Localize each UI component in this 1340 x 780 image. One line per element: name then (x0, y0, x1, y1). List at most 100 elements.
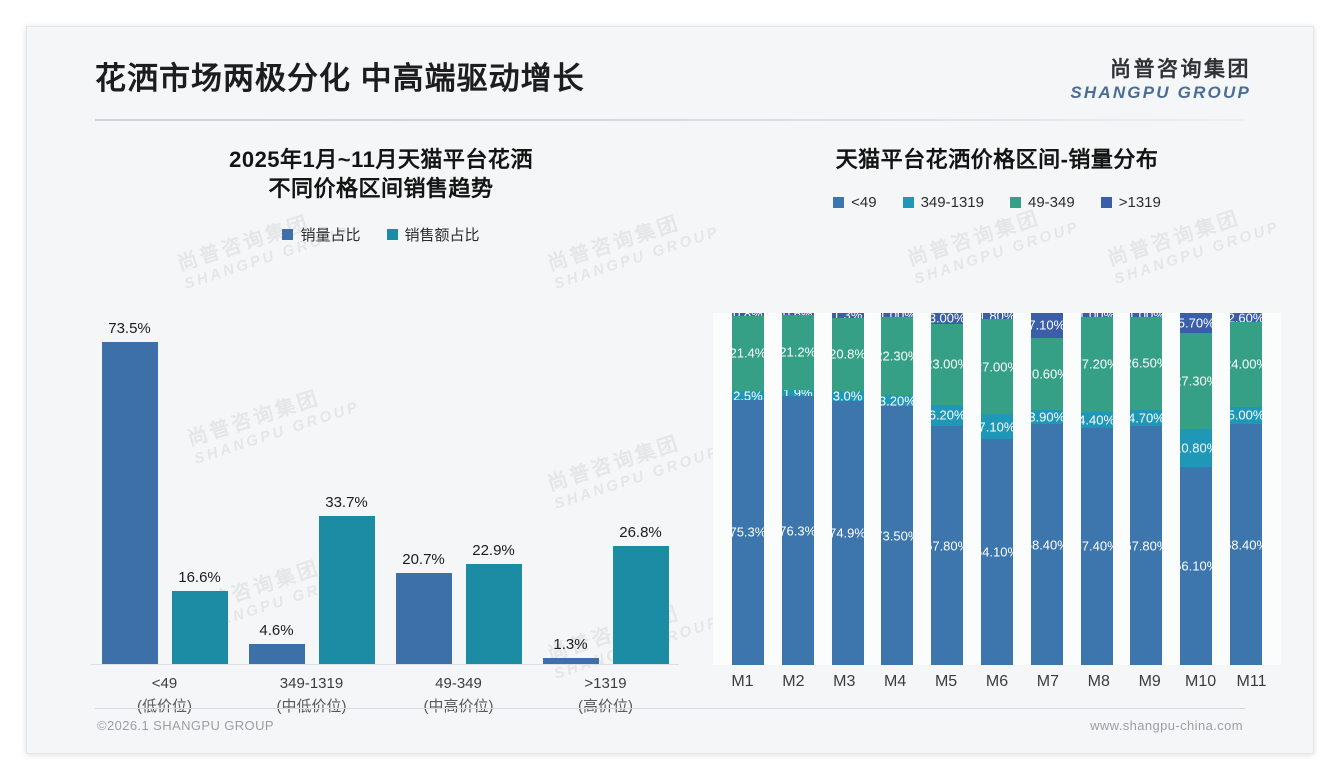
page-title: 花洒市场两极分化 中高端驱动增长 (95, 61, 585, 96)
right-chart-segment-value-label: 10.80% (1180, 440, 1212, 456)
right-chart-column[interactable]: 7.10% 20.60% 3.90% 68.40% (1022, 313, 1072, 665)
right-chart-segment-value-label: 3.90% (1030, 410, 1063, 425)
right-chart-segment-value-label: 75.3% (731, 524, 764, 540)
right-chart-legend-item[interactable]: <49 (833, 194, 877, 211)
right-chart-stack-segment[interactable]: 27.00% (980, 319, 1013, 415)
right-chart-stack-segment[interactable]: 68.40% (1030, 424, 1063, 665)
right-chart-stack-segment[interactable]: 7.10% (1030, 313, 1063, 338)
right-chart-stack-segment[interactable]: 2.60% (1230, 313, 1263, 323)
right-chart-stack-segment[interactable]: 1.00% (881, 313, 914, 317)
right-chart-stack-segment[interactable]: 20.8% (831, 317, 864, 391)
left-chart-legend-item[interactable]: 销量占比 (282, 224, 361, 245)
legend-swatch-icon (902, 197, 914, 209)
left-chart-bar-group: 73.5% 16.6% (91, 313, 238, 664)
right-chart-stack-segment[interactable]: 7.10% (980, 414, 1013, 440)
right-chart-stack-segment[interactable]: 67.80% (1130, 426, 1163, 665)
right-chart-stack-segment[interactable]: 5.00% (1230, 406, 1263, 425)
right-chart-stack-segment[interactable]: 1.80% (980, 313, 1013, 320)
right-chart-stack-segment[interactable]: 4.40% (1080, 412, 1113, 428)
right-chart-segment-value-label: 1.9% (783, 390, 813, 397)
left-chart-bar-rect[interactable] (318, 516, 375, 664)
right-chart-segment-value-label: 0.6% (783, 313, 813, 315)
right-chart-stack-segment[interactable]: 1.00% (1130, 313, 1163, 317)
right-chart-stack-segment[interactable]: 76.3% (781, 396, 814, 665)
right-chart-stack-segment[interactable]: 3.0% (831, 390, 864, 402)
right-chart-stack-segment[interactable]: 10.80% (1180, 429, 1213, 468)
right-chart-stack-segment[interactable]: 0.6% (781, 313, 814, 316)
left-chart-bar[interactable]: 20.7% (395, 313, 452, 664)
left-chart-bar-rect[interactable] (542, 658, 599, 664)
x-tick-secondary: (中高价位) (423, 697, 494, 715)
right-chart-column[interactable]: 1.00% 22.30% 3.20% 73.50% (872, 313, 922, 665)
right-chart-stack-segment[interactable]: 64.10% (980, 439, 1013, 665)
left-chart-bar-rect[interactable] (395, 573, 452, 664)
left-chart-bar[interactable]: 73.5% (101, 313, 158, 664)
right-chart-segment-value-label: 4.70% (1130, 410, 1163, 426)
right-chart-stack-segment[interactable]: 73.50% (881, 406, 914, 665)
right-chart-stack-segment[interactable]: 1.00% (1080, 313, 1113, 317)
left-chart-x-axis-labels: <49 (低价位) 349-1319 (中低价位) 49-349 (中高价位) >1319 (… (91, 673, 679, 718)
right-chart-stack: 0.6% 21.2% 1.9% 76.3% (781, 313, 814, 665)
right-chart-segment-value-label: 20.60% (1031, 366, 1063, 382)
right-chart-stack-segment[interactable]: 1.9% (781, 389, 814, 397)
right-chart-column[interactable]: 3.00% 23.00% 6.20% 67.80% (922, 313, 972, 665)
left-chart-bar-rect[interactable] (101, 341, 158, 664)
right-chart-stack-segment[interactable]: 74.9% (831, 401, 864, 665)
right-chart-stack-segment[interactable]: 1.3% (831, 313, 864, 318)
left-chart-bar[interactable]: 1.3% (542, 313, 599, 664)
left-chart-bar-value-label: 1.3% (553, 636, 588, 654)
right-chart-stack-segment[interactable]: 23.00% (931, 323, 964, 405)
right-chart-stack-segment[interactable]: 6.20% (931, 404, 964, 427)
right-chart-stack-segment[interactable]: 21.4% (731, 315, 764, 392)
right-chart-stack-segment[interactable]: 27.30% (1180, 333, 1213, 430)
right-chart-stack-segment[interactable]: 75.3% (731, 399, 764, 665)
left-chart-bar-rect[interactable] (465, 563, 522, 664)
right-chart-legend-item[interactable]: 49-349 (1010, 194, 1075, 211)
right-chart-stack-segment[interactable]: 68.40% (1230, 424, 1263, 665)
right-chart-stack-segment[interactable]: 67.80% (931, 426, 964, 665)
right-chart-stack-segment[interactable]: 67.40% (1080, 427, 1113, 665)
right-chart-stack-segment[interactable]: 3.20% (881, 395, 914, 407)
right-chart-stack-segment[interactable]: 26.50% (1130, 316, 1163, 410)
right-chart-plot-area: 0.8% 21.4% 2.5% 75.3% 0.6% 21.2% 1.9% 76.3% 1.3%… (713, 313, 1281, 665)
right-chart-stack-segment[interactable]: 21.2% (781, 315, 814, 390)
footer-copyright: ©2026.1 SHANGPU GROUP (97, 718, 274, 733)
left-chart-legend-item[interactable]: 销售额占比 (386, 224, 480, 245)
right-chart-legend: <49 349-1319 49-349 >1319 (707, 194, 1287, 211)
right-chart-column[interactable]: 1.80% 27.00% 7.10% 64.10% (972, 313, 1022, 665)
right-chart-legend-item[interactable]: >1319 (1100, 194, 1161, 211)
left-chart-bar-rect[interactable] (171, 591, 228, 664)
right-chart-segment-value-label: 76.3% (781, 523, 814, 539)
right-chart-column[interactable]: 1.3% 20.8% 3.0% 74.9% (823, 313, 873, 665)
right-chart-stack-segment[interactable]: 3.00% (931, 313, 964, 324)
right-chart-stack-segment[interactable]: 5.70% (1180, 313, 1213, 334)
right-chart-stack-segment[interactable]: 2.5% (731, 391, 764, 400)
right-chart-column[interactable]: 0.6% 21.2% 1.9% 76.3% (773, 313, 823, 665)
left-chart-bar[interactable]: 22.9% (465, 313, 522, 664)
left-chart-bar-rect[interactable] (612, 546, 669, 664)
right-chart-stack-segment[interactable]: 22.30% (881, 316, 914, 395)
legend-item-label: 销量占比 (300, 226, 361, 244)
right-chart-segment-value-label: 1.80% (981, 313, 1013, 319)
right-chart-column[interactable]: 1.00% 26.50% 4.70% 67.80% (1122, 313, 1172, 665)
left-chart-title: 2025年1月~11月天猫平台花洒 不同价格区间销售趋势 (71, 145, 691, 204)
right-chart-column[interactable]: 0.8% 21.4% 2.5% 75.3% (723, 313, 773, 665)
left-chart-bar[interactable]: 33.7% (318, 313, 375, 664)
right-chart-stack-segment[interactable]: 24.00% (1230, 322, 1263, 407)
left-chart-bar-rect[interactable] (248, 643, 305, 664)
right-chart-stack-segment[interactable]: 56.10% (1180, 467, 1213, 665)
right-chart-segment-value-label: 24.00% (1230, 356, 1262, 372)
right-chart-legend-item[interactable]: 349-1319 (902, 194, 984, 211)
right-chart-column[interactable]: 1.00% 27.20% 4.40% 67.40% (1072, 313, 1122, 665)
left-chart-bar[interactable]: 16.6% (171, 313, 228, 664)
left-chart-bar[interactable]: 26.8% (612, 313, 669, 664)
left-chart-title-line1: 2025年1月~11月天猫平台花洒 (229, 147, 533, 172)
right-chart-stack-segment[interactable]: 20.60% (1030, 337, 1063, 411)
right-chart-stack-segment[interactable]: 0.8% (731, 313, 764, 316)
left-chart-bar[interactable]: 4.6% (248, 313, 305, 664)
right-chart-stack-segment[interactable]: 4.70% (1130, 409, 1163, 427)
right-chart-stack-segment[interactable]: 27.20% (1080, 316, 1113, 413)
right-chart-column[interactable]: 5.70% 27.30% 10.80% 56.10% (1171, 313, 1221, 665)
right-chart-column[interactable]: 2.60% 24.00% 5.00% 68.40% (1221, 313, 1271, 665)
right-chart-stack-segment[interactable]: 3.90% (1030, 410, 1063, 425)
